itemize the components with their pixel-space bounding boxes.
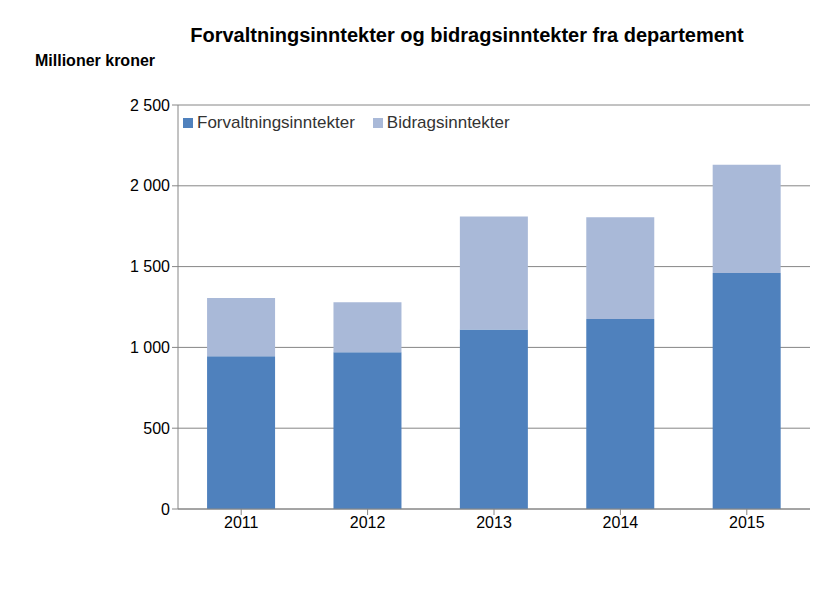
html-text:Millioner kroner: Millioner kroner (35, 52, 155, 69)
svg-text:500: 500 (143, 420, 170, 437)
html-text:Bidragsinntekter: Bidragsinntekter (386, 113, 510, 132)
html-text:Forvaltningsinntekter og bidra: Forvaltningsinntekter og bidragsinntekte… (190, 24, 744, 46)
svg-text:2011: 2011 (224, 514, 259, 531)
svg-text:2014: 2014 (603, 514, 639, 531)
svg-text:2015: 2015 (729, 514, 765, 531)
svg-text:1 500: 1 500 (130, 258, 170, 275)
svg-text:0: 0 (161, 501, 170, 518)
svg-text:2013: 2013 (476, 514, 512, 531)
html-text:Forvaltningsinntekter: Forvaltningsinntekter (197, 113, 355, 132)
svg-text:2 500: 2 500 (130, 97, 170, 114)
svg-text:1 000: 1 000 (130, 339, 170, 356)
svg-text:2012: 2012 (350, 514, 386, 531)
svg-text:2 000: 2 000 (130, 177, 170, 194)
